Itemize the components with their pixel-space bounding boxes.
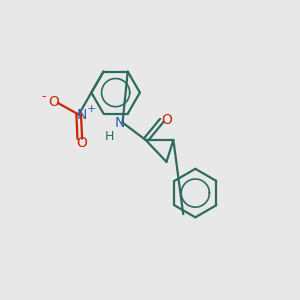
Text: H: H [105, 130, 115, 143]
Text: N: N [115, 116, 125, 130]
Text: -: - [42, 90, 46, 103]
Text: +: + [87, 104, 96, 114]
Text: N: N [77, 107, 87, 122]
Text: O: O [161, 113, 172, 127]
Text: O: O [77, 136, 88, 150]
Text: O: O [48, 95, 59, 109]
